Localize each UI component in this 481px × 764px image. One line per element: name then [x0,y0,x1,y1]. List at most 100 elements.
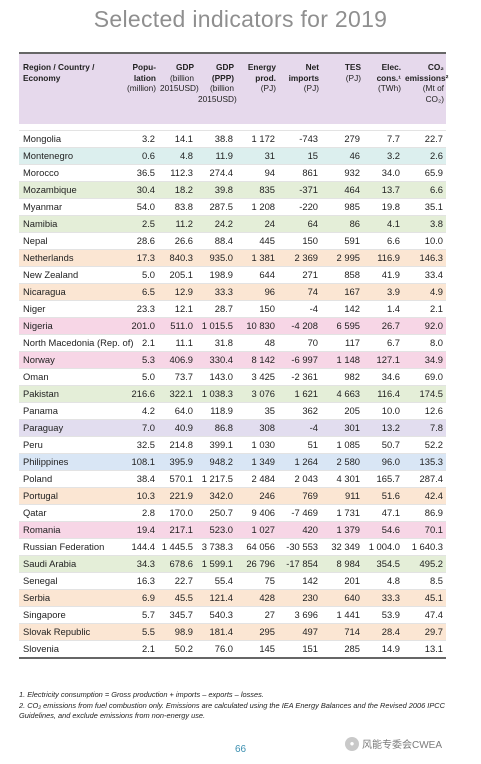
value-cell: 835 [236,180,278,198]
table-row: Nigeria 201.0 511.0 1 015.5 10 830 -4 208 6 59… [19,316,446,334]
header-label: CO₂ emissions² [405,62,449,83]
value-cell: 64 056 [236,537,278,555]
value-cell: 12.9 [158,282,196,300]
value-cell: 45.5 [158,588,196,606]
value-cell: 70.1 [403,520,446,538]
table-row: Nicaragua 6.5 12.9 33.3 96 74 167 3.9 4.9 [19,282,446,300]
value-cell: 9 406 [236,503,278,521]
country-name-cell: Nicaragua [19,282,122,300]
value-cell: 150 [278,231,321,249]
value-cell: 70 [278,333,321,351]
table-row: Russian Federation 144.4 1 445.5 3 738.3 64 … [19,537,446,555]
value-cell: 932 [321,163,363,181]
value-cell: 29.7 [403,622,446,640]
value-cell: 34.6 [363,367,403,385]
value-cell: 48 [236,333,278,351]
value-cell: 1 264 [278,452,321,470]
value-cell: 399.1 [196,435,236,453]
table-row: Saudi Arabia 34.3 678.6 1 599.1 26 796 -17 85… [19,554,446,572]
value-cell: 1 640.3 [403,537,446,555]
value-cell: 26.6 [158,231,196,249]
country-name-cell: Montenegro [19,146,122,164]
value-cell: 144.4 [122,537,158,555]
value-cell: 3 696 [278,605,321,623]
table-row: Morocco 36.5 112.3 274.4 94 861 932 34.0 65.9 [19,163,446,181]
table-row: Pakistan 216.6 322.1 1 038.3 3 076 1 621 4 663… [19,384,446,402]
value-cell: 3.8 [403,214,446,232]
value-cell: 8 984 [321,554,363,572]
value-cell: 33.3 [196,282,236,300]
value-cell: 13.2 [363,418,403,436]
value-cell: 142 [321,299,363,317]
value-cell: 27 [236,605,278,623]
value-cell: 1 038.3 [196,384,236,402]
value-cell: 5.0 [122,265,158,283]
value-cell: 69.0 [403,367,446,385]
value-cell: 10.3 [122,486,158,504]
table-row: Montenegro 0.6 4.8 11.9 31 15 46 3.2 2.6 [19,146,446,164]
table-row: Paraguay 7.0 40.9 86.8 308 -4 301 13.2 7.8 [19,418,446,436]
value-cell: 3.2 [122,129,158,147]
header-label: Region / Country / Economy [23,62,95,83]
value-cell: 3 738.3 [196,537,236,555]
value-cell: 1 172 [236,129,278,147]
value-cell: 151 [278,639,321,657]
value-cell: 4.2 [122,401,158,419]
value-cell: 118.9 [196,401,236,419]
value-cell: 16.3 [122,571,158,589]
value-cell: 75 [236,571,278,589]
footnote-1: 1. Electricity consumption = Gross produ… [19,690,264,699]
value-cell: 51 [278,435,321,453]
header-energy-prod: Energy prod. (PJ) [236,54,278,124]
value-cell: 83.8 [158,197,196,215]
country-name-cell: New Zealand [19,265,122,283]
header-unit: (billion 2015USD) [198,83,237,104]
header-unit: (PJ) [345,72,361,83]
value-cell: 86.8 [196,418,236,436]
table-row: Oman 5.0 73.7 143.0 3 425 -2 361 982 34.6 69.0 [19,367,446,385]
value-cell: 50.2 [158,639,196,657]
watermark-text: 风能专委会CWEA [362,740,442,751]
country-name-cell: Nepal [19,231,122,249]
value-cell: 94 [236,163,278,181]
country-name-cell: Serbia [19,588,122,606]
value-cell: 8.5 [403,571,446,589]
value-cell: 30.4 [122,180,158,198]
header-unit: (PJ) [303,83,319,93]
value-cell: 53.9 [363,605,403,623]
value-cell: -4 [278,299,321,317]
value-cell: 640 [321,588,363,606]
value-cell: 1 379 [321,520,363,538]
value-cell: 1 441 [321,605,363,623]
value-cell: 54.0 [122,197,158,215]
value-cell: 1 004.0 [363,537,403,555]
value-cell: 274.4 [196,163,236,181]
value-cell: 11.1 [158,333,196,351]
value-cell: 145 [236,639,278,657]
indicators-table-container: Region / Country / Economy Popu-lation (… [19,52,449,659]
header-label: Energy prod. [247,62,276,83]
value-cell: 40.9 [158,418,196,436]
value-cell: 18.2 [158,180,196,198]
value-cell: 985 [321,197,363,215]
value-cell: 38.4 [122,469,158,487]
value-cell: 12.6 [403,401,446,419]
value-cell: 2 043 [278,469,321,487]
header-unit: (TWh) [377,83,401,93]
value-cell: 6.5 [122,282,158,300]
value-cell: 214.8 [158,435,196,453]
value-cell: 165.7 [363,469,403,487]
table-row: New Zealand 5.0 205.1 198.9 644 271 858 41.9 33.… [19,265,446,283]
value-cell: 217.1 [158,520,196,538]
value-cell: 76.0 [196,639,236,657]
value-cell: 6 595 [321,316,363,334]
value-cell: 714 [321,622,363,640]
value-cell: 33.4 [403,265,446,283]
country-name-cell: Philippines [19,452,122,470]
value-cell: 1 381 [236,248,278,266]
table-row: Slovak Republic 5.5 98.9 181.4 295 497 714 28.4… [19,622,446,640]
value-cell: 15 [278,146,321,164]
header-unit: (billion 2015USD) [160,72,199,94]
value-cell: -17 854 [278,554,321,572]
value-cell: 1 599.1 [196,554,236,572]
